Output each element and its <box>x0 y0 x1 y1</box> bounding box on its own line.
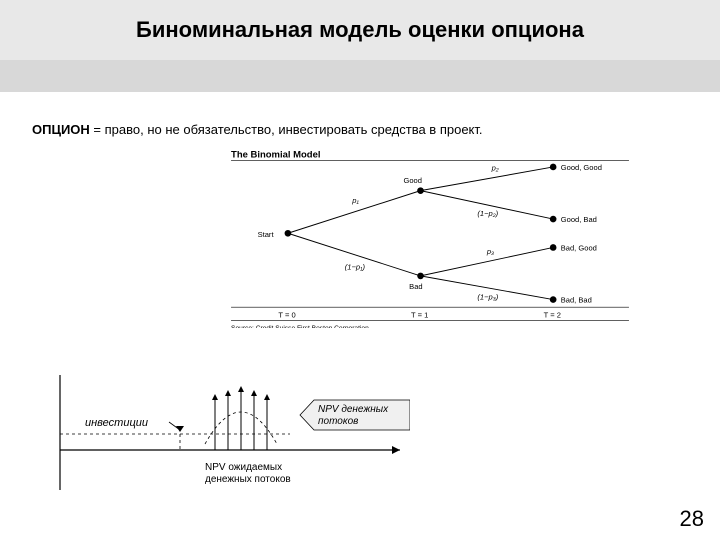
title-bar: Биноминальная модель оценки опциона <box>0 0 720 60</box>
npv-diagram: инвестиции NPV денежныхпотоков NPV ожидаем… <box>30 370 410 510</box>
subtitle-bar <box>0 60 720 92</box>
svg-text:Good, Bad: Good, Bad <box>561 215 597 224</box>
svg-text:NPV ожидаемых: NPV ожидаемых <box>205 462 282 473</box>
page-number: 28 <box>680 506 704 532</box>
option-definition: ОПЦИОН = право, но не обязательство, инв… <box>32 122 483 137</box>
page-title: Биноминальная модель оценки опциона <box>136 17 584 43</box>
svg-text:NPV денежных: NPV денежных <box>318 404 389 415</box>
svg-text:p₃: p₃ <box>486 247 494 256</box>
svg-text:Good, Good: Good, Good <box>561 163 602 172</box>
svg-text:The Binomial Model: The Binomial Model <box>231 149 320 160</box>
svg-text:(1−p₃): (1−p₃) <box>477 293 498 302</box>
svg-text:T = 0: T = 0 <box>278 311 295 320</box>
definition-rest: = право, но не обязательство, инвестиров… <box>90 122 483 137</box>
svg-text:инвестиции: инвестиции <box>85 417 148 429</box>
svg-text:(1−p₂): (1−p₂) <box>477 209 498 218</box>
svg-text:Start: Start <box>258 230 275 239</box>
svg-text:p₂: p₂ <box>491 164 499 173</box>
svg-text:Bad: Bad <box>409 282 422 291</box>
svg-text:T = 2: T = 2 <box>544 311 561 320</box>
svg-text:Bad, Bad: Bad, Bad <box>561 295 592 304</box>
svg-text:(1−p₁): (1−p₁) <box>345 262 366 271</box>
binomial-tree-diagram: The Binomial Model p₁ (1−p₁) p₂ (1−p₂) p₃ (1−p… <box>220 148 640 328</box>
svg-text:Bad, Good: Bad, Good <box>561 243 597 252</box>
svg-text:Good: Good <box>403 176 422 185</box>
svg-text:p₁: p₁ <box>351 196 359 205</box>
svg-text:денежных потоков: денежных потоков <box>205 474 291 485</box>
definition-term: ОПЦИОН <box>32 122 90 137</box>
svg-text:Source: Credit Suisse First Bo: Source: Credit Suisse First Boston Corpo… <box>231 325 369 328</box>
svg-text:T = 1: T = 1 <box>411 311 428 320</box>
svg-text:потоков: потоков <box>318 416 358 427</box>
